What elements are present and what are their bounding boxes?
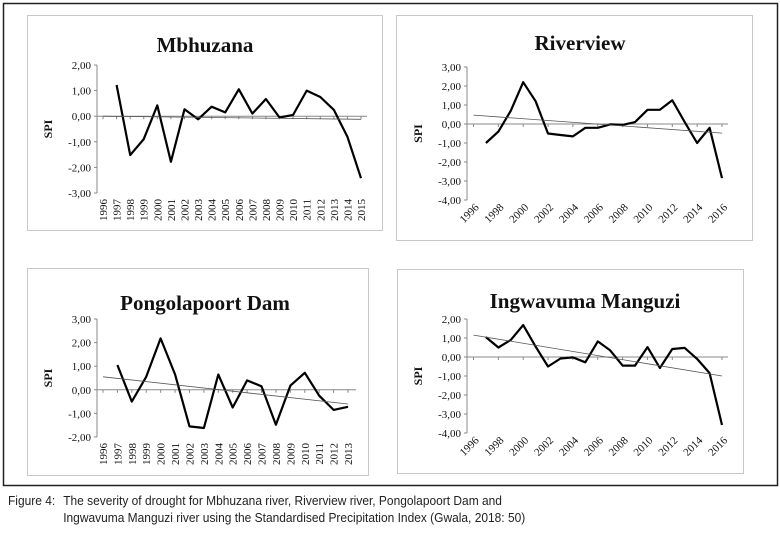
y-tick-label: 2,00: [442, 81, 462, 93]
chart-title: Mbhuzana: [157, 33, 254, 57]
y-tick-label: -1,00: [68, 137, 91, 149]
trend-line: [102, 115, 362, 120]
y-tick-label: -2,00: [438, 157, 461, 169]
x-tick-label: 2014: [342, 199, 354, 222]
chart-title: Ingwavuma Manguzi: [490, 289, 681, 313]
x-tick-label: 1998: [127, 443, 139, 466]
spi-series-line: [485, 81, 724, 179]
x-tick-label: 2003: [193, 199, 205, 222]
chart-title: Pongolapoort Dam: [120, 291, 290, 315]
x-tick-label: 2007: [257, 443, 269, 466]
y-tick-label: 3,00: [442, 62, 462, 74]
x-tick-label: 2010: [300, 443, 312, 466]
y-tick-label: 2,00: [72, 338, 92, 350]
y-tick-label: -1,00: [68, 408, 91, 420]
y-tick-label: 1,00: [72, 86, 92, 98]
spi-series-line: [116, 337, 349, 430]
trend-line: [473, 114, 723, 134]
chart-border: [27, 268, 369, 476]
chart-panel-4: Ingwavuma Manguzi 2,00 1,00 0,00 -1,00 -2,00 -…: [397, 269, 744, 474]
x-tick-label: 2012: [315, 199, 327, 221]
x-tick-label: 2009: [285, 443, 297, 466]
x-tick-label: 2005: [220, 199, 232, 222]
chart-panel-1: Mbhuzana 2,00 1,00 0,00 -1,00 -2,00 -3,00 SPI 19…: [27, 15, 383, 231]
x-tick-label: 1996: [98, 443, 110, 466]
y-tick-label: -3,00: [438, 176, 461, 188]
chart-title: Riverview: [535, 31, 627, 55]
y-axis-label: SPI: [41, 368, 55, 387]
x-tick-label: 1997: [112, 199, 124, 222]
y-tick-label: 2,00: [442, 314, 462, 326]
y-axis-label: SPI: [41, 119, 55, 138]
chart-border: [397, 269, 744, 474]
y-axis-label: SPI: [411, 124, 425, 143]
x-tick-label: 2008: [261, 199, 273, 222]
x-tick-label: 2011: [302, 199, 314, 221]
chart-border: [27, 15, 383, 231]
x-tick-label: 1999: [139, 199, 151, 222]
x-tick-label: 2002: [184, 443, 196, 465]
figure-caption: Figure 4: The severity of drought for Mbh…: [8, 492, 525, 526]
y-tick-label: 0,00: [72, 111, 92, 123]
x-tick-label: 2005: [228, 443, 240, 466]
y-tick-label: 1,00: [442, 100, 462, 112]
chart-panel-2: Riverview 3,00 2,00 1,00 0,00 -1,00 -2,00 -3,00…: [396, 15, 753, 241]
outer-frame: [2, 2, 779, 487]
y-tick-label: -3,00: [68, 188, 91, 200]
x-tick-label: 2013: [343, 443, 355, 466]
x-tick-label: 2004: [207, 199, 219, 222]
chart-panel-3: Pongolapoort Dam 3,00 2,00 1,00 0,00 -1,00 -2,…: [27, 268, 369, 476]
x-tick-label: 2002: [179, 199, 191, 221]
x-tick-label: 2004: [213, 443, 225, 466]
x-tick-label: 2007: [247, 199, 259, 222]
x-tick-label: 2006: [242, 443, 254, 466]
chart-border: [396, 15, 753, 241]
x-tick-label: 1998: [125, 199, 137, 222]
trend-line: [473, 334, 723, 377]
x-tick-label: 2013: [329, 199, 341, 222]
x-tick-label: 2003: [199, 443, 211, 466]
y-tick-label: -4,00: [438, 428, 461, 440]
y-tick-label: -1,00: [438, 138, 461, 150]
y-tick-label: -2,00: [438, 390, 461, 402]
caption-line-2: Ingwavuma Manguzi river using the Standa…: [63, 510, 526, 525]
y-tick-label: 1,00: [442, 333, 462, 345]
y-tick-label: 2,00: [72, 60, 92, 72]
x-tick-label: 2000: [156, 443, 168, 466]
y-tick-label: 0,00: [442, 119, 462, 131]
y-tick-label: -3,00: [438, 409, 461, 421]
x-tick-label: 1996: [98, 199, 110, 222]
trend-line: [102, 376, 349, 405]
y-tick-label: 0,00: [72, 385, 92, 397]
y-tick-label: 0,00: [442, 352, 462, 364]
y-tick-label: -2,00: [68, 162, 91, 174]
x-tick-label: 1999: [141, 443, 153, 466]
x-tick-label: 2012: [329, 443, 341, 465]
x-tick-label: 2006: [234, 199, 246, 222]
x-tick-label: 2008: [271, 443, 283, 466]
y-axis-label: SPI: [411, 366, 425, 385]
y-tick-label: 1,00: [72, 361, 92, 373]
x-tick-label: 2001: [170, 443, 182, 465]
spi-series-line: [115, 84, 363, 179]
y-tick-label: 3,00: [72, 314, 92, 326]
y-tick-label: -2,00: [68, 432, 91, 444]
x-tick-label: 1997: [112, 443, 124, 466]
x-tick-label: 2015: [356, 199, 368, 222]
x-tick-label: 2010: [288, 199, 300, 222]
x-tick-label: 2001: [166, 199, 178, 221]
y-tick-label: -1,00: [438, 371, 461, 383]
y-tick-label: -4,00: [438, 195, 461, 207]
x-tick-label: 2000: [152, 199, 164, 222]
x-tick-label: 2009: [275, 199, 287, 222]
spi-series-line: [485, 324, 724, 426]
x-tick-label: 2011: [314, 443, 326, 465]
caption-label: Figure 4:: [8, 493, 56, 508]
caption-line-1: The severity of drought for Mbhuzana riv…: [63, 493, 502, 508]
